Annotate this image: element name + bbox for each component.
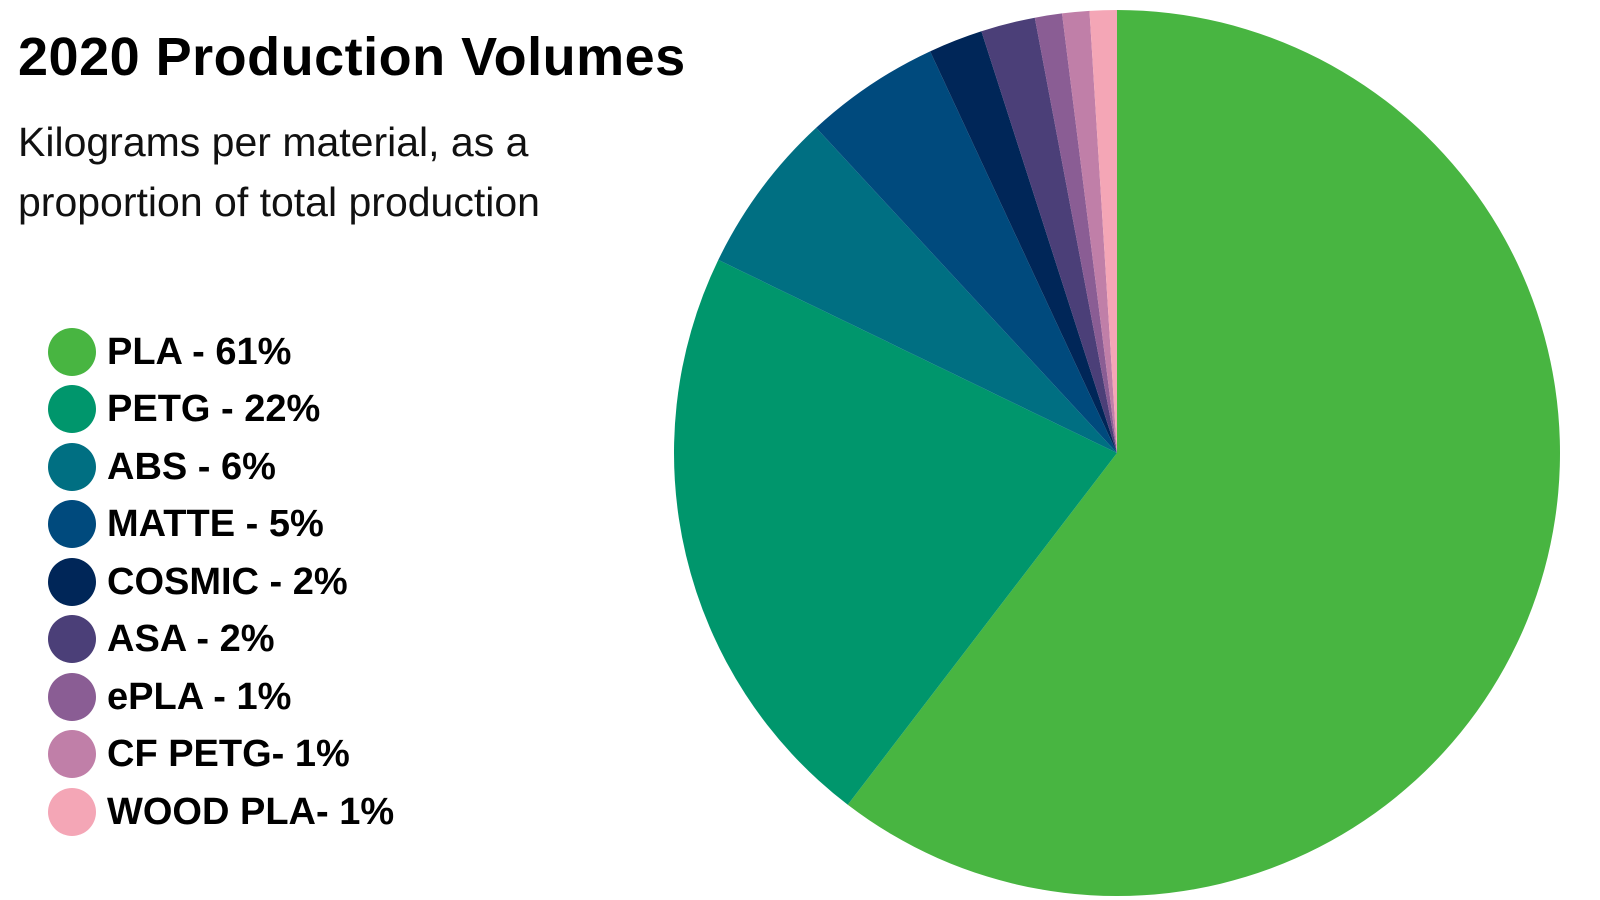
legend-label-epla: ePLA - 1% [107,675,292,718]
legend-item-cosmic: COSMIC - 2% [48,553,394,611]
legend-swatch-petg [48,385,96,434]
legend-label-pla: PLA - 61% [107,330,292,373]
legend-item-abs: ABS - 6% [48,438,394,496]
legend-label-matte: MATTE - 5% [107,503,324,546]
pie-slice-abs [718,127,1117,453]
pie-slice-pla [847,10,1560,896]
chart-title: 2020 Production Volumes [18,27,686,87]
pie-slice-cosmic [930,31,1117,454]
legend: PLA - 61% PETG - 22% ABS - 6% MATTE - 5%… [48,323,394,841]
pie-slice-wood-pla [1089,10,1117,453]
legend-swatch-epla [48,672,96,721]
legend-item-pla: PLA - 61% [48,323,394,381]
legend-item-wood-pla: WOOD PLA- 1% [48,783,394,841]
legend-item-petg: PETG - 22% [48,381,394,439]
legend-label-petg: PETG - 22% [107,388,321,431]
legend-label-wood-pla: WOOD PLA- 1% [107,790,395,833]
pie-slice-petg [674,259,1117,805]
legend-swatch-asa [48,615,96,664]
pie-slice-cf-petg [1062,10,1117,454]
legend-swatch-cf-petg [48,730,96,779]
legend-item-cf-petg: CF PETG- 1% [48,726,394,784]
legend-item-asa: ASA - 2% [48,611,394,669]
legend-swatch-wood-pla [48,787,96,836]
chart-subtitle: Kilograms per material, as a proportion … [18,119,540,225]
pie-slice-matte [816,51,1117,454]
legend-swatch-pla [48,327,96,376]
pie-slice-asa [981,17,1117,453]
legend-item-matte: MATTE - 5% [48,496,394,554]
legend-label-abs: ABS - 6% [107,445,276,488]
legend-swatch-matte [48,500,96,549]
legend-item-epla: ePLA - 1% [48,668,394,726]
legend-label-asa: ASA - 2% [107,618,275,661]
legend-swatch-abs [48,442,96,491]
legend-label-cf-petg: CF PETG- 1% [107,733,350,776]
legend-label-cosmic: COSMIC - 2% [107,560,348,603]
pie-slice-epla [1034,13,1117,454]
legend-swatch-cosmic [48,557,96,606]
